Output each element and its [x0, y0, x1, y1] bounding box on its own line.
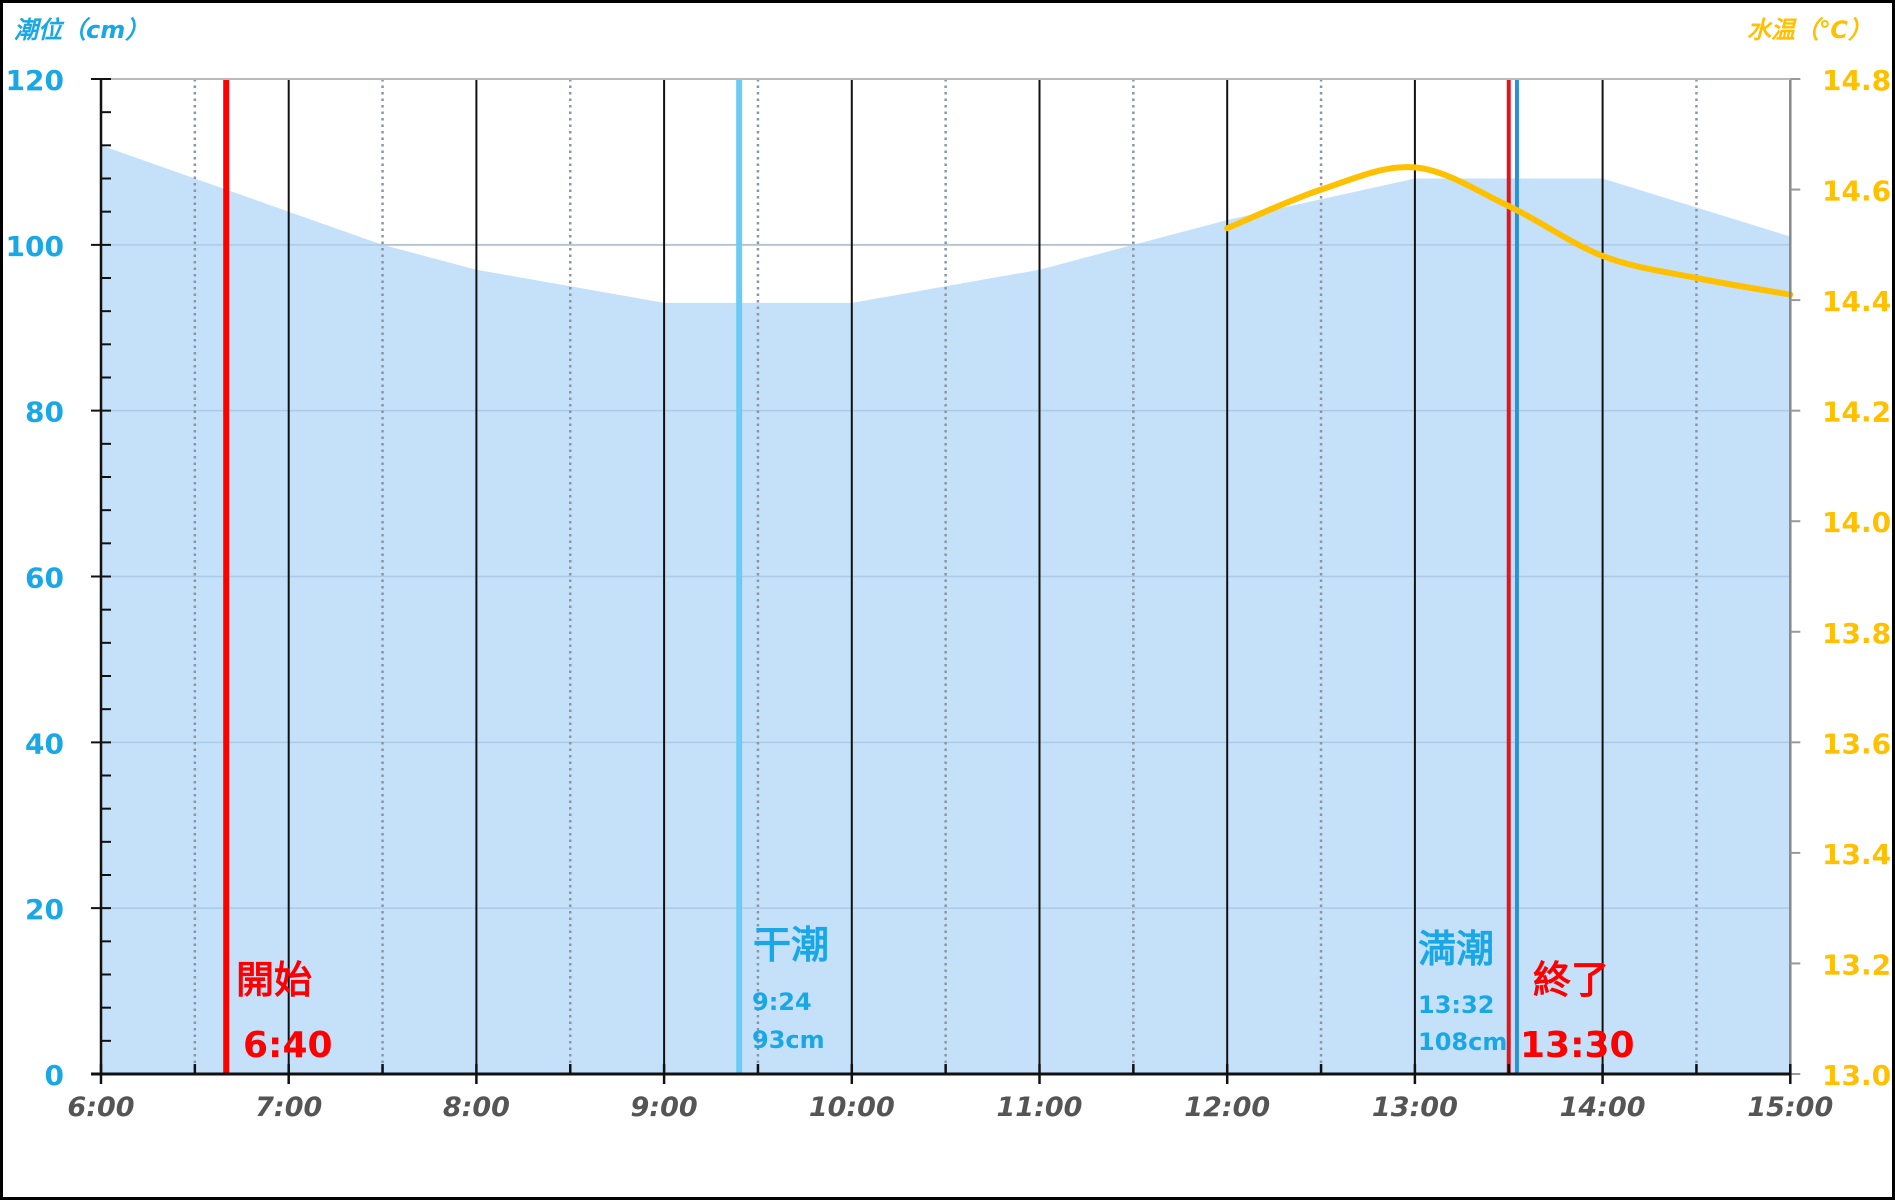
x-tick-label: 14:00	[1560, 1092, 1646, 1123]
right-tick-label: 14.6	[1822, 175, 1891, 208]
x-tick-label: 15:00	[1747, 1092, 1833, 1123]
high-tide-label: 満潮	[1418, 927, 1494, 971]
left-tick-label: 60	[25, 562, 64, 595]
left-tick-label: 20	[25, 893, 64, 926]
x-tick-label: 9:00	[631, 1092, 698, 1123]
axes	[91, 78, 1801, 1084]
high-tide-time: 13:32	[1418, 991, 1494, 1019]
right-tick-label: 14.4	[1822, 285, 1891, 318]
axis-tick-labels: 0 20 40 60 80 100 120 13.0 13.2 13.4 13.6 13.8 14.0 1…	[6, 64, 1892, 1123]
x-tick-label: 6:00	[67, 1092, 134, 1123]
right-tick-label: 13.0	[1822, 1059, 1891, 1092]
right-tick-label: 14.0	[1822, 506, 1891, 539]
x-tick-label: 10:00	[809, 1092, 895, 1123]
right-tick-label: 13.6	[1822, 727, 1891, 760]
right-tick-label: 13.2	[1822, 948, 1891, 981]
left-tick-label: 120	[6, 64, 64, 97]
hour-grid-lines	[193, 79, 1698, 1074]
right-tick-label: 14.2	[1822, 396, 1891, 429]
end-label: 終了	[1533, 958, 1609, 1002]
tide-area	[101, 145, 1791, 1075]
water-temperature-line	[1224, 164, 1794, 298]
right-axis-title: 水温（℃）	[1747, 16, 1872, 44]
x-tick-label: 11:00	[997, 1092, 1083, 1123]
left-tick-label: 80	[25, 396, 64, 429]
right-tick-label: 13.8	[1822, 617, 1891, 650]
event-marker-lines	[223, 79, 1519, 1074]
low-tide-label: 干潮	[753, 923, 829, 967]
right-tick-label: 13.4	[1822, 838, 1891, 871]
x-tick-label: 8:00	[443, 1092, 510, 1123]
left-tick-label: 100	[6, 230, 64, 263]
left-axis-title: 潮位（cm）	[14, 16, 149, 44]
temperature-line	[1224, 164, 1794, 298]
right-tick-label: 14.8	[1822, 64, 1891, 97]
left-tick-label: 40	[25, 727, 64, 760]
end-time: 13:30	[1520, 1025, 1635, 1066]
low-tide-time: 9:24	[752, 988, 812, 1016]
x-tick-label: 12:00	[1184, 1092, 1270, 1123]
left-tick-label: 0	[45, 1059, 64, 1092]
start-time: 6:40	[243, 1025, 333, 1066]
low-tide-height: 93cm	[752, 1026, 825, 1054]
x-tick-label: 13:00	[1372, 1092, 1458, 1123]
high-tide-height: 108cm	[1418, 1028, 1507, 1056]
start-label: 開始	[236, 958, 312, 1002]
x-tick-label: 7:00	[255, 1092, 322, 1123]
